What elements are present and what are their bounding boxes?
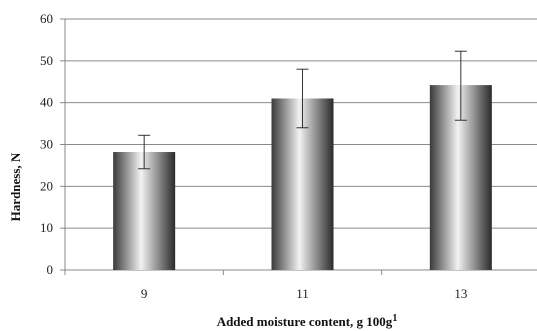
tick-labels: 0 10 20 30 40 50 60 9 11 13	[40, 11, 467, 301]
y-tick-label-20: 20	[40, 178, 53, 193]
y-tick-label-60: 60	[40, 11, 53, 26]
y-tick-label-50: 50	[40, 53, 53, 68]
error-bars	[138, 50, 467, 170]
y-tick-label-30: 30	[40, 137, 53, 152]
y-tick-label-40: 40	[40, 95, 53, 110]
y-tick-label-0: 0	[47, 262, 54, 277]
x-axis-title-text: Added moisture content, g 100g	[217, 314, 393, 329]
bars	[113, 85, 492, 270]
y-axis-title: Hardness, N	[8, 152, 23, 221]
x-axis-title-superscript: 1	[392, 313, 397, 324]
x-axis-title: Added moisture content, g 100g1	[217, 313, 398, 329]
x-tick-label-11: 11	[296, 286, 309, 301]
y-tick-label-10: 10	[40, 220, 53, 235]
x-tick-label-13: 13	[454, 286, 467, 301]
bar-9	[113, 152, 176, 270]
x-tick-label-9: 9	[141, 286, 148, 301]
